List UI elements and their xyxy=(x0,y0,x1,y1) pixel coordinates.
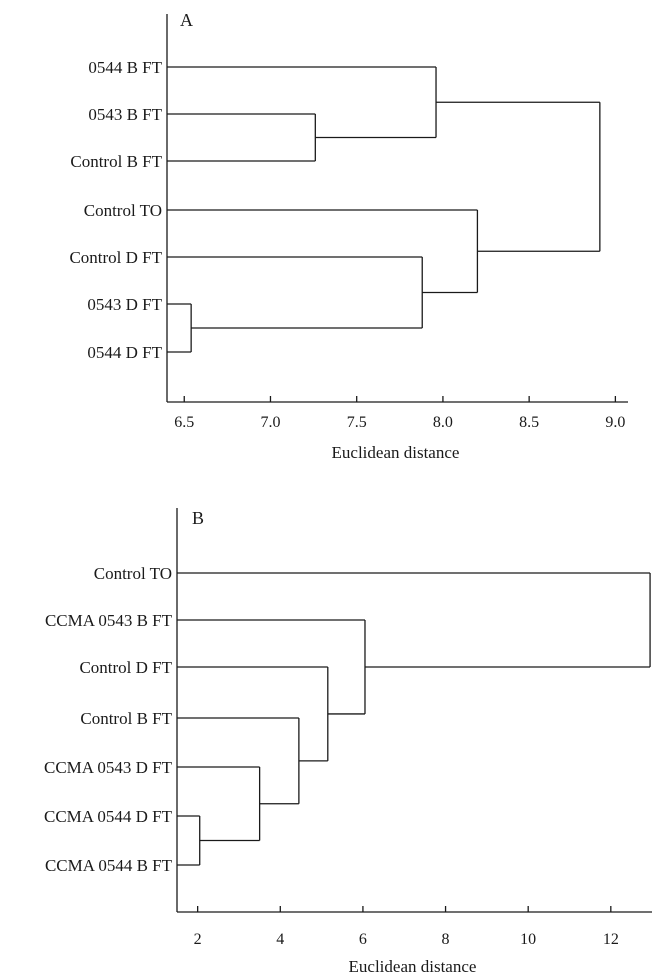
leaf-label: Control D FT xyxy=(69,248,162,267)
leaf-label: Control B FT xyxy=(80,709,172,728)
leaf-label: 0544 B FT xyxy=(88,58,162,77)
leaf-label: CCMA 0543 B FT xyxy=(45,611,173,630)
panel-label: B xyxy=(192,508,204,528)
leaf-label: Control B FT xyxy=(70,152,162,171)
x-tick-label: 10 xyxy=(520,931,536,948)
x-tick-label: 7.5 xyxy=(347,414,367,431)
leaf-label: CCMA 0543 D FT xyxy=(44,758,173,777)
leaf-label: CCMA 0544 D FT xyxy=(44,807,173,826)
x-axis-label: Euclidean distance xyxy=(349,957,477,976)
x-tick-label: 2 xyxy=(194,931,202,948)
leaf-label: Control TO xyxy=(94,564,172,583)
x-tick-label: 4 xyxy=(276,931,284,948)
leaf-label: Control D FT xyxy=(79,658,172,677)
x-tick-label: 6.5 xyxy=(174,414,194,431)
leaf-label: 0543 B FT xyxy=(88,105,162,124)
leaf-label: 0544 D FT xyxy=(87,343,162,362)
x-tick-label: 7.0 xyxy=(260,414,280,431)
x-tick-label: 9.0 xyxy=(605,414,625,431)
x-axis-label: Euclidean distance xyxy=(332,443,460,462)
leaf-label: 0543 D FT xyxy=(87,295,162,314)
x-tick-label: 6 xyxy=(359,931,367,948)
x-tick-label: 8.5 xyxy=(519,414,539,431)
x-tick-label: 12 xyxy=(603,931,619,948)
leaf-label: CCMA 0544 B FT xyxy=(45,856,173,875)
x-tick-label: 8.0 xyxy=(433,414,453,431)
panel-label: A xyxy=(180,10,193,30)
x-tick-label: 8 xyxy=(442,931,450,948)
leaf-label: Control TO xyxy=(84,201,162,220)
